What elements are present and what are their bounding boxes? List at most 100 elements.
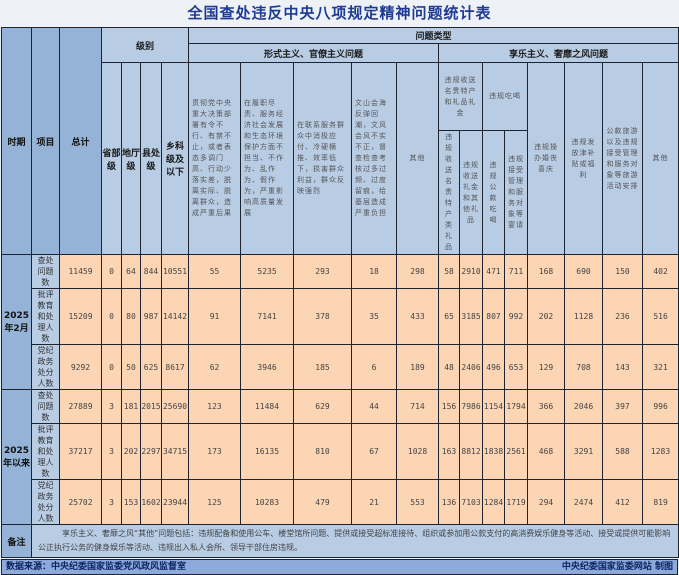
- period-label: 2025年以来: [1, 389, 32, 525]
- data-cell: 7103: [459, 479, 484, 525]
- header-formalism-other: 其他: [396, 62, 440, 255]
- header-formalism-2: 在履职尽责、服务经济社会发展和生态环境保护方面不担当、不作为、乱作为、假作为，严…: [240, 62, 295, 255]
- data-cell: 21: [351, 479, 398, 525]
- data-cell: 44: [351, 389, 398, 424]
- data-cell: 5235: [240, 254, 295, 289]
- data-cell: 25690: [160, 389, 190, 424]
- data-cell: 708: [564, 344, 604, 390]
- data-cell: 153: [121, 479, 141, 525]
- period-label: 2025年2月: [1, 254, 32, 390]
- data-cell: 181: [121, 389, 141, 424]
- data-cell: 479: [293, 479, 353, 525]
- data-cell: 468: [527, 423, 566, 480]
- data-cell: 2561: [504, 423, 529, 480]
- data-cell: 65: [438, 288, 461, 345]
- data-cell: 18: [351, 254, 398, 289]
- header-total: 总计: [59, 27, 102, 255]
- row-item-label: 党纪政务处分人数: [31, 344, 60, 390]
- header-allowances: 违规发放津补贴或福利: [564, 62, 604, 255]
- data-cell: 2910: [459, 254, 484, 289]
- data-cell: 123: [188, 389, 242, 424]
- data-cell: 714: [396, 389, 440, 424]
- data-cell: 0: [101, 254, 122, 289]
- table-row: 批评教育和处理人数 15209 0 80 987 14142 91 7141 378 35 433 6…: [2, 288, 679, 345]
- data-cell: 298: [396, 254, 440, 289]
- header-level-prefecture: 地厅级: [121, 62, 141, 255]
- data-cell: 7986: [459, 389, 484, 424]
- header-dining-public: 违规公款吃喝: [482, 130, 506, 255]
- data-cell: 3185: [459, 288, 484, 345]
- data-cell: 1794: [504, 389, 529, 424]
- data-cell: 3: [101, 389, 122, 424]
- data-source: 数据来源：中央纪委国家监委党风政风监督室: [6, 562, 187, 572]
- data-cell: 711: [504, 254, 529, 289]
- data-cell: 3: [101, 423, 122, 480]
- data-cell: 553: [396, 479, 440, 525]
- header-gifts-specialty: 违规收送名贵特产类礼品: [438, 130, 461, 255]
- data-cell: 690: [564, 254, 604, 289]
- header-gifts: 违规收送名贵特产和礼品礼金: [438, 62, 484, 131]
- header-level: 级别: [100, 27, 190, 63]
- header-formalism-3: 在联系服务群众中消极应付、冷硬横推、效率低下，损害群众利益，群众反映强烈: [293, 62, 353, 255]
- data-cell: 64: [121, 254, 141, 289]
- data-cell: 25702: [59, 479, 102, 525]
- data-cell: 62: [188, 344, 242, 390]
- data-cell: 48: [438, 344, 461, 390]
- data-cell: 136: [438, 479, 461, 525]
- header-level-province: 省部级: [101, 62, 122, 255]
- data-cell: 236: [602, 288, 644, 345]
- data-cell: 150: [602, 254, 644, 289]
- header-hedonism-other: 其他: [642, 62, 679, 255]
- data-cell: 321: [642, 344, 679, 390]
- header-level-township: 乡科级及以下: [160, 62, 190, 255]
- data-cell: 37217: [59, 423, 102, 480]
- header-weddings: 违规操办婚丧喜庆: [527, 62, 566, 255]
- data-cell: 412: [602, 479, 644, 525]
- data-cell: 168: [527, 254, 566, 289]
- data-cell: 185: [293, 344, 353, 390]
- data-cell: 2474: [564, 479, 604, 525]
- header-dining-banquet: 违规接受管理和服务对象等宴请: [504, 130, 529, 255]
- row-item-label: 查处问题数: [31, 254, 60, 289]
- table-row: 2025年以来 查处问题数 27889 3 181 2015 25690 123 11484 62…: [1, 389, 679, 525]
- data-cell: 11459: [59, 254, 102, 289]
- header-period: 时期: [1, 27, 32, 255]
- table-row: 批评教育和处理人数 37217 3 202 2297 34715 173 16135 810 67…: [2, 423, 679, 480]
- data-cell: 378: [293, 288, 353, 345]
- header-level-county: 县处级: [140, 62, 162, 255]
- data-cell: 810: [293, 423, 353, 480]
- data-cell: 366: [527, 389, 566, 424]
- data-cell: 2297: [140, 423, 162, 480]
- data-cell: 163: [438, 423, 461, 480]
- data-cell: 202: [121, 423, 141, 480]
- header-formalism-1: 贯彻党中央重大决策部署有令不行、有禁不止，或者表态多调门高、行动少落实差，脱离实…: [188, 62, 242, 255]
- data-cell: 3: [101, 479, 122, 525]
- data-cell: 35: [351, 288, 398, 345]
- data-cell: 34715: [160, 423, 190, 480]
- data-cell: 91: [188, 288, 242, 345]
- data-cell: 67: [351, 423, 398, 480]
- header-formalism: 形式主义、官僚主义问题: [188, 43, 440, 63]
- row-item-label: 批评教育和处理人数: [31, 423, 60, 480]
- data-cell: 0: [101, 344, 122, 390]
- header-gifts-money: 违规收送礼金和其他礼品: [459, 130, 484, 255]
- data-cell: 402: [642, 254, 679, 289]
- data-cell: 7141: [240, 288, 295, 345]
- header-hedonism: 享乐主义、奢靡之风问题: [438, 43, 679, 63]
- header-dining: 违规吃喝: [482, 62, 529, 131]
- credit: 中央纪委国家监委网站 制图: [561, 562, 673, 572]
- data-cell: 2015: [140, 389, 162, 424]
- data-cell: 202: [527, 288, 566, 345]
- data-cell: 516: [642, 288, 679, 345]
- header-formalism-4: 文山会海反弹回潮，文风会风不实不正，督查检查考核过多过频、过度留痕，给基层造成严…: [351, 62, 398, 255]
- table-row: 党纪政务处分人数 25702 3 153 1602 23944 125 10283 479 21 5…: [2, 479, 679, 525]
- data-cell: 23944: [160, 479, 190, 525]
- data-cell: 653: [504, 344, 529, 390]
- data-cell: 293: [293, 254, 353, 289]
- data-cell: 3946: [240, 344, 295, 390]
- data-cell: 1154: [482, 389, 506, 424]
- data-cell: 8812: [459, 423, 484, 480]
- data-cell: 629: [293, 389, 353, 424]
- data-cell: 80: [121, 288, 141, 345]
- data-cell: 129: [527, 344, 566, 390]
